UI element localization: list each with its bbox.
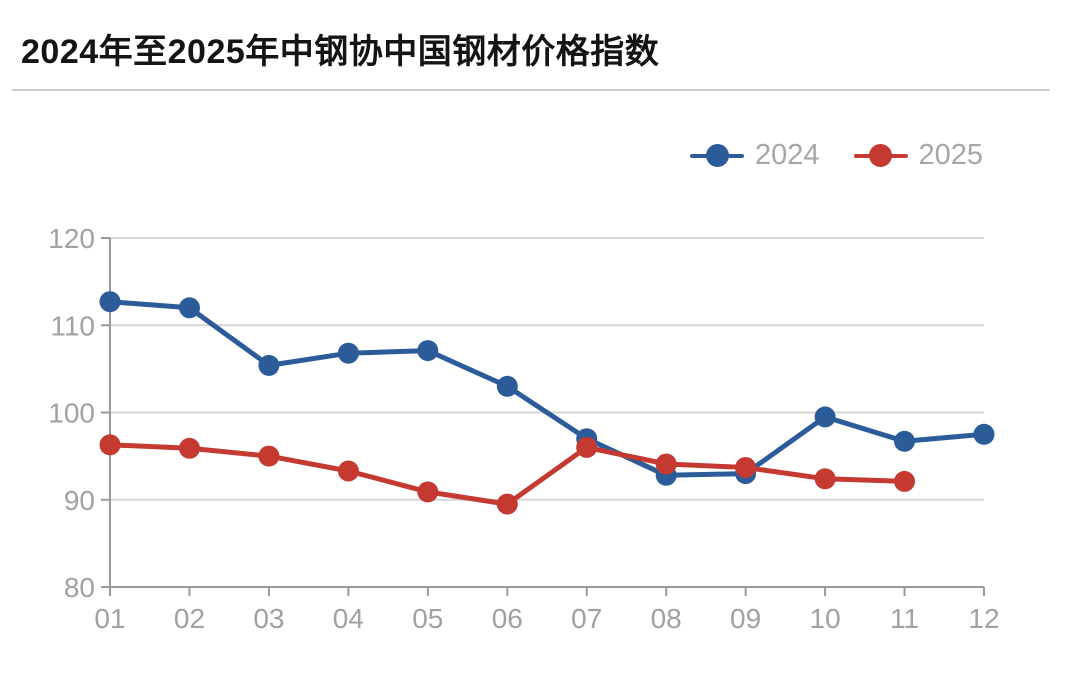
x-tick-label-05: 05 xyxy=(412,603,443,634)
data-point-2024-02[interactable] xyxy=(179,297,200,319)
data-point-2025-08[interactable] xyxy=(655,453,677,475)
data-point-2025-11[interactable] xyxy=(894,470,915,492)
x-tick-label-03: 03 xyxy=(253,603,284,634)
y-tick-label-90: 90 xyxy=(64,485,95,516)
legend-label-2025: 2025 xyxy=(918,139,984,171)
x-tick-label-09: 09 xyxy=(730,603,761,634)
data-point-2025-10[interactable] xyxy=(814,468,836,490)
x-tick-label-02: 02 xyxy=(174,603,205,634)
x-tick-label-01: 01 xyxy=(94,603,125,634)
data-point-2024-10[interactable] xyxy=(814,406,836,428)
data-point-2024-03[interactable] xyxy=(258,354,280,376)
data-point-2025-02[interactable] xyxy=(179,437,200,459)
data-point-2025-05[interactable] xyxy=(417,481,439,503)
x-tick-label-04: 04 xyxy=(333,603,364,634)
data-point-2025-04[interactable] xyxy=(337,460,359,482)
title-divider xyxy=(12,89,1050,91)
data-point-2024-12[interactable] xyxy=(973,423,995,445)
x-tick-label-06: 06 xyxy=(492,603,523,634)
y-tick-label-110: 110 xyxy=(50,310,95,341)
data-point-2024-06[interactable] xyxy=(496,375,518,397)
legend-label-2024: 2024 xyxy=(755,139,820,171)
data-point-2025-01[interactable] xyxy=(99,434,121,456)
x-tick-label-10: 10 xyxy=(810,603,841,634)
y-tick-label-120: 120 xyxy=(48,223,95,254)
data-point-2024-11[interactable] xyxy=(894,430,915,452)
legend-item-2025[interactable]: 2025 xyxy=(853,139,984,171)
data-point-2025-03[interactable] xyxy=(258,445,280,467)
y-tick-label-100: 100 xyxy=(48,398,95,429)
page-title: 2024年至2025年中钢协中国钢材价格指数 xyxy=(21,33,660,71)
legend: 2024 2025 xyxy=(690,141,983,170)
x-tick-label-08: 08 xyxy=(651,603,682,634)
legend-marker-2025-icon xyxy=(853,144,908,168)
data-point-2024-01[interactable] xyxy=(99,291,121,313)
series-line-2024 xyxy=(107,299,987,478)
x-tick-label-07: 07 xyxy=(571,603,602,634)
x-tick-label-11: 11 xyxy=(890,603,919,634)
data-point-2025-06[interactable] xyxy=(496,493,518,515)
data-point-2025-07[interactable] xyxy=(576,436,598,458)
data-point-2024-04[interactable] xyxy=(337,342,359,364)
data-point-2025-09[interactable] xyxy=(735,457,757,478)
legend-item-2024[interactable]: 2024 xyxy=(690,141,820,170)
x-tick-label-12: 12 xyxy=(968,603,999,634)
y-tick-label-80: 80 xyxy=(64,572,95,603)
legend-marker-2024-icon xyxy=(690,144,744,168)
data-point-2024-05[interactable] xyxy=(417,340,439,362)
